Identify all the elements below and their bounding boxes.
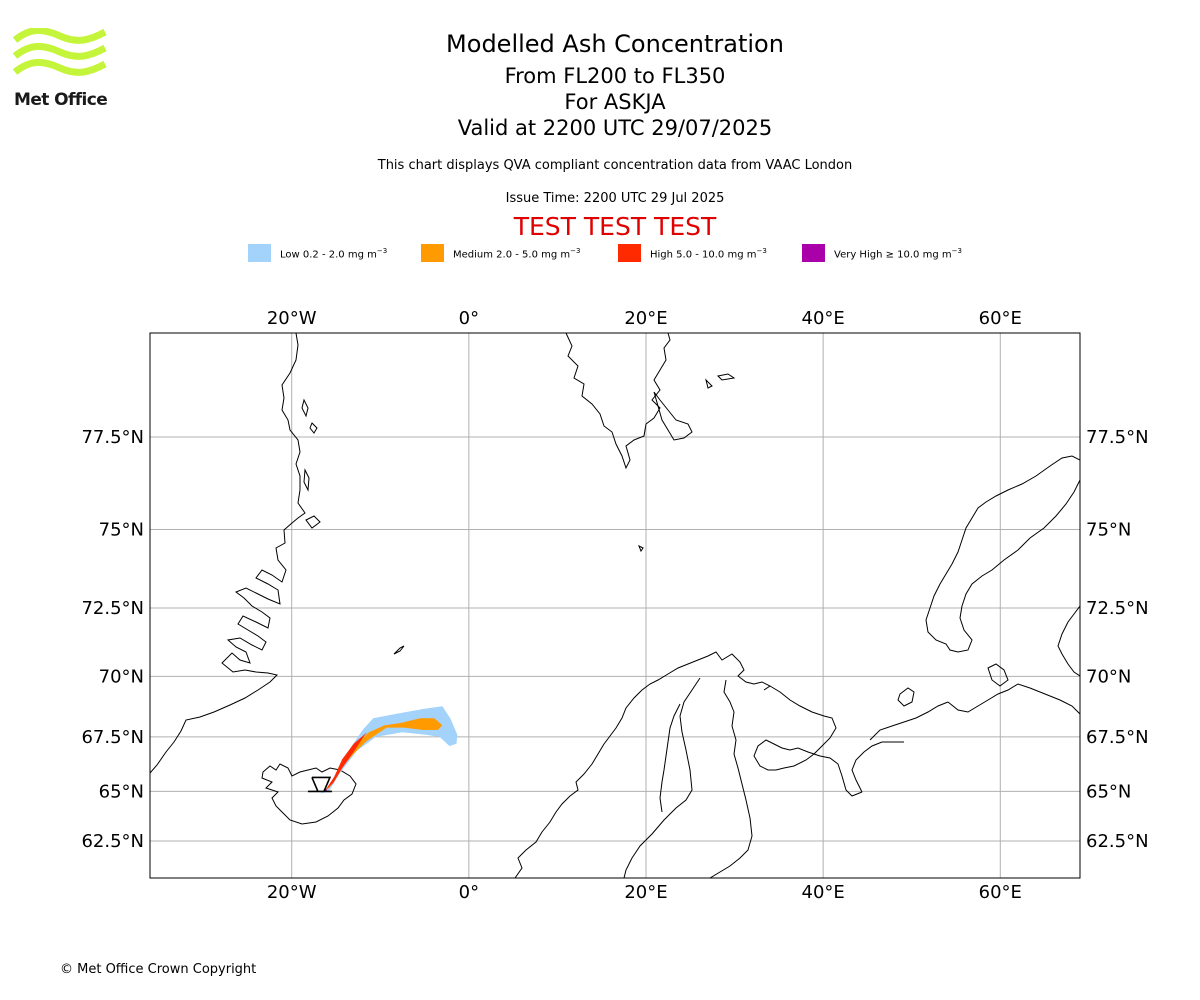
issue-time: Issue Time: 2200 UTC 29 Jul 2025 <box>505 191 725 206</box>
lon-label-bottom: 0° <box>459 882 479 903</box>
coastline-greenland-islet <box>303 468 310 492</box>
lat-label-right: 72.5°N <box>1086 598 1149 619</box>
legend-label-medium: Medium 2.0 - 5.0 mg m−3 <box>453 247 581 261</box>
chart-title: Modelled Ash Concentration <box>446 30 784 58</box>
legend-swatch-low <box>248 244 271 262</box>
lon-label-top: 60°E <box>979 308 1022 329</box>
legend-swatch-high <box>618 244 641 262</box>
lat-label-right: 77.5°N <box>1086 427 1149 448</box>
test-banner: TEST TEST TEST <box>513 212 717 241</box>
coastline-greenland-islet <box>301 398 309 418</box>
coastline-iceland <box>261 763 357 825</box>
legend-swatch-medium <box>421 244 444 262</box>
coastline-sweden-finland <box>709 679 753 878</box>
lat-label-right: 70°N <box>1086 666 1131 687</box>
lat-label-right: 67.5°N <box>1086 727 1149 748</box>
legend-label-very-high: Very High ≥ 10.0 mg m−3 <box>834 247 962 261</box>
met-office-waves-icon <box>12 28 107 76</box>
coastline-yamal-west <box>1057 605 1080 677</box>
coastline-kola <box>753 685 863 797</box>
lat-label-left: 62.5°N <box>81 831 144 852</box>
coastline-vaygach <box>987 663 1009 687</box>
legend-label-low: Low 0.2 - 2.0 mg m−3 <box>280 247 388 261</box>
ash-area-low <box>320 706 458 794</box>
legend-swatch-very-high <box>802 244 825 262</box>
lon-label-bottom: 20°W <box>267 882 317 903</box>
coastline-pechora <box>947 683 1080 715</box>
flight-level-range: From FL200 to FL350 <box>504 64 726 88</box>
graticule: 20°W 20°W 0° 0° 20°E 20°E 40°E 40°E 60°E 60°E 62.5… <box>81 308 1148 903</box>
coastlines <box>150 333 1080 878</box>
coastline-kvitoya <box>716 373 736 381</box>
volcano-name: For ASKJA <box>564 90 666 114</box>
lon-label-bottom: 20°E <box>624 882 667 903</box>
lon-label-top: 20°E <box>624 308 667 329</box>
coastline-greenland-islet <box>309 422 318 434</box>
coastline-bear-island <box>638 544 644 553</box>
coastline-greenland <box>150 333 306 774</box>
met-office-logo: Met Office <box>12 28 112 114</box>
ash-area-medium <box>324 718 443 792</box>
coastline-kong-karls-land <box>705 378 713 389</box>
coastline-svalbard-east <box>653 391 693 441</box>
lat-label-left: 77.5°N <box>81 427 144 448</box>
lon-label-bottom: 40°E <box>802 882 845 903</box>
coastline-kolguyev <box>897 687 915 707</box>
valid-time: Valid at 2200 UTC 29/07/2025 <box>457 116 773 140</box>
lat-label-right: 75°N <box>1086 520 1131 541</box>
lat-label-left: 72.5°N <box>81 598 144 619</box>
legend-label-high: High 5.0 - 10.0 mg m−3 <box>650 247 767 261</box>
ash-area-high <box>325 732 367 791</box>
coastline-novaya-zemlya <box>925 455 1080 653</box>
lat-label-left: 75°N <box>99 520 144 541</box>
coastline-white-sea <box>851 741 904 793</box>
coastline-kanin <box>869 701 949 741</box>
lat-label-left: 70°N <box>99 666 144 687</box>
qva-note: This chart displays QVA compliant concen… <box>377 158 853 173</box>
lat-label-right: 65°N <box>1086 781 1131 802</box>
coastline-jan-mayen <box>393 645 405 655</box>
met-office-logo-text: Met Office <box>14 90 108 110</box>
coastline-svalbard <box>565 333 671 470</box>
ash-concentration-layer <box>320 706 458 794</box>
coastline-sweden <box>623 677 701 878</box>
lon-label-bottom: 60°E <box>979 882 1022 903</box>
copyright-notice: © Met Office Crown Copyright <box>60 962 257 977</box>
coastline-border <box>659 703 681 813</box>
coastline-greenland-islet <box>305 515 321 529</box>
volcano-marker <box>307 776 332 793</box>
coastline-norway <box>514 651 771 878</box>
lon-label-top: 20°W <box>267 308 317 329</box>
lon-label-top: 0° <box>459 308 479 329</box>
lat-label-right: 62.5°N <box>1086 831 1149 852</box>
lat-label-left: 65°N <box>99 781 144 802</box>
map-frame <box>149 332 1081 879</box>
volcano-icon <box>307 776 332 793</box>
lon-label-top: 40°E <box>802 308 845 329</box>
lat-label-left: 67.5°N <box>81 727 144 748</box>
